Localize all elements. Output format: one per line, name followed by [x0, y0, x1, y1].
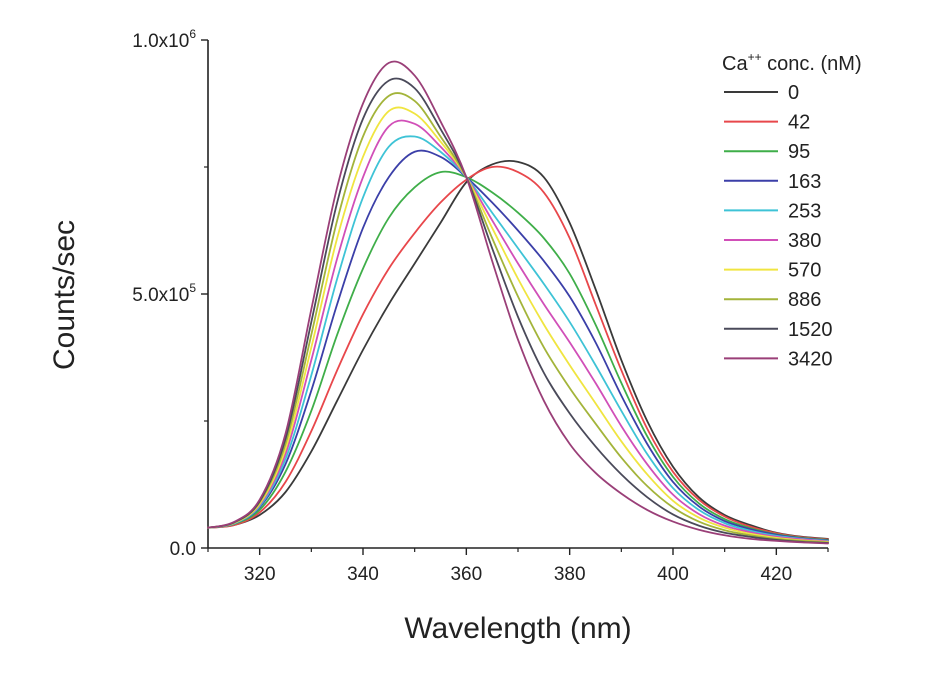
- legend: Ca++ conc. (nM) 0 42 95 163 253 380 570 886 1520…: [722, 50, 862, 370]
- legend-label-570: 570: [788, 260, 821, 282]
- legend-label-253: 253: [788, 200, 821, 222]
- series-line-0: [207, 159, 829, 540]
- series-line-3420: [207, 60, 829, 545]
- x-tick-label: 400: [657, 564, 689, 585]
- legend-label-163: 163: [788, 171, 821, 193]
- series-line-570: [207, 106, 829, 543]
- series-line-42: [207, 165, 829, 541]
- x-axis-title: Wavelength (nm): [404, 612, 631, 645]
- x-tick-label: 380: [554, 564, 586, 585]
- x-tick-label: 340: [347, 564, 379, 585]
- series-line-380: [207, 119, 829, 543]
- series-line-253: [207, 135, 829, 542]
- legend-title: Ca++ conc. (nM): [722, 50, 862, 75]
- series-line-886: [207, 92, 829, 544]
- x-tick-label: 360: [450, 564, 482, 585]
- series-line-163: [207, 149, 829, 542]
- series-line-1520: [207, 77, 829, 544]
- y-ticks: 0.0 5.0x105 1.0x106: [132, 27, 208, 560]
- x-ticks: 320 340 360 380 400 420: [207, 548, 829, 585]
- legend-label-1520: 1520: [788, 319, 833, 341]
- legend-items: 0 42 95 163 253 380 570 886 1520 3420: [724, 82, 833, 370]
- legend-label-380: 380: [788, 230, 821, 252]
- y-tick-label: 0.0: [170, 539, 196, 560]
- legend-label-886: 886: [788, 289, 821, 311]
- x-tick-label: 320: [244, 564, 276, 585]
- y-tick-label: 1.0x106: [132, 27, 196, 52]
- legend-label-42: 42: [788, 112, 810, 134]
- legend-label-3420: 3420: [788, 348, 833, 370]
- y-axis-title: Counts/sec: [48, 220, 81, 370]
- series-line-95: [207, 170, 829, 541]
- series-lines: [207, 60, 829, 545]
- legend-label-0: 0: [788, 82, 799, 104]
- legend-label-95: 95: [788, 141, 810, 163]
- x-tick-label: 420: [760, 564, 792, 585]
- y-tick-label: 5.0x105: [132, 281, 196, 306]
